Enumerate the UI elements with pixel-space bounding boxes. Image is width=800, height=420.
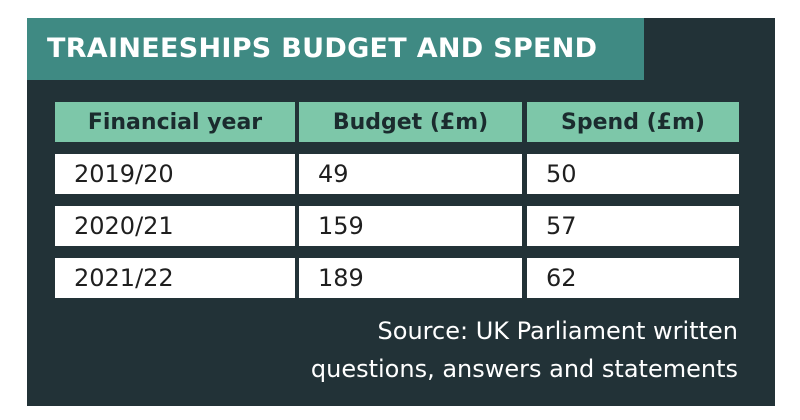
table-cell-year: 2021/22	[55, 258, 295, 298]
table-cell-budget: 189	[299, 258, 522, 298]
table-cell-spend: 50	[527, 154, 739, 194]
infographic-title: TRAINEESHIPS BUDGET AND SPEND	[47, 33, 598, 64]
source-note: Source: UK Parliament written questions,…	[311, 312, 738, 388]
table-cell-budget: 49	[299, 154, 522, 194]
source-line-2: questions, answers and statements	[310, 355, 738, 383]
table-cell-spend: 62	[527, 258, 739, 298]
header-budget: Budget (£m)	[299, 102, 522, 142]
table-cell-year: 2019/20	[55, 154, 295, 194]
header-financial-year: Financial year	[55, 102, 295, 142]
table-cell-year: 2020/21	[55, 206, 295, 246]
header-spend: Spend (£m)	[527, 102, 739, 142]
table-cell-spend: 57	[527, 206, 739, 246]
table-cell-budget: 159	[299, 206, 522, 246]
title-bar	[27, 18, 644, 80]
source-line-1: Source: UK Parliament written	[377, 317, 738, 345]
